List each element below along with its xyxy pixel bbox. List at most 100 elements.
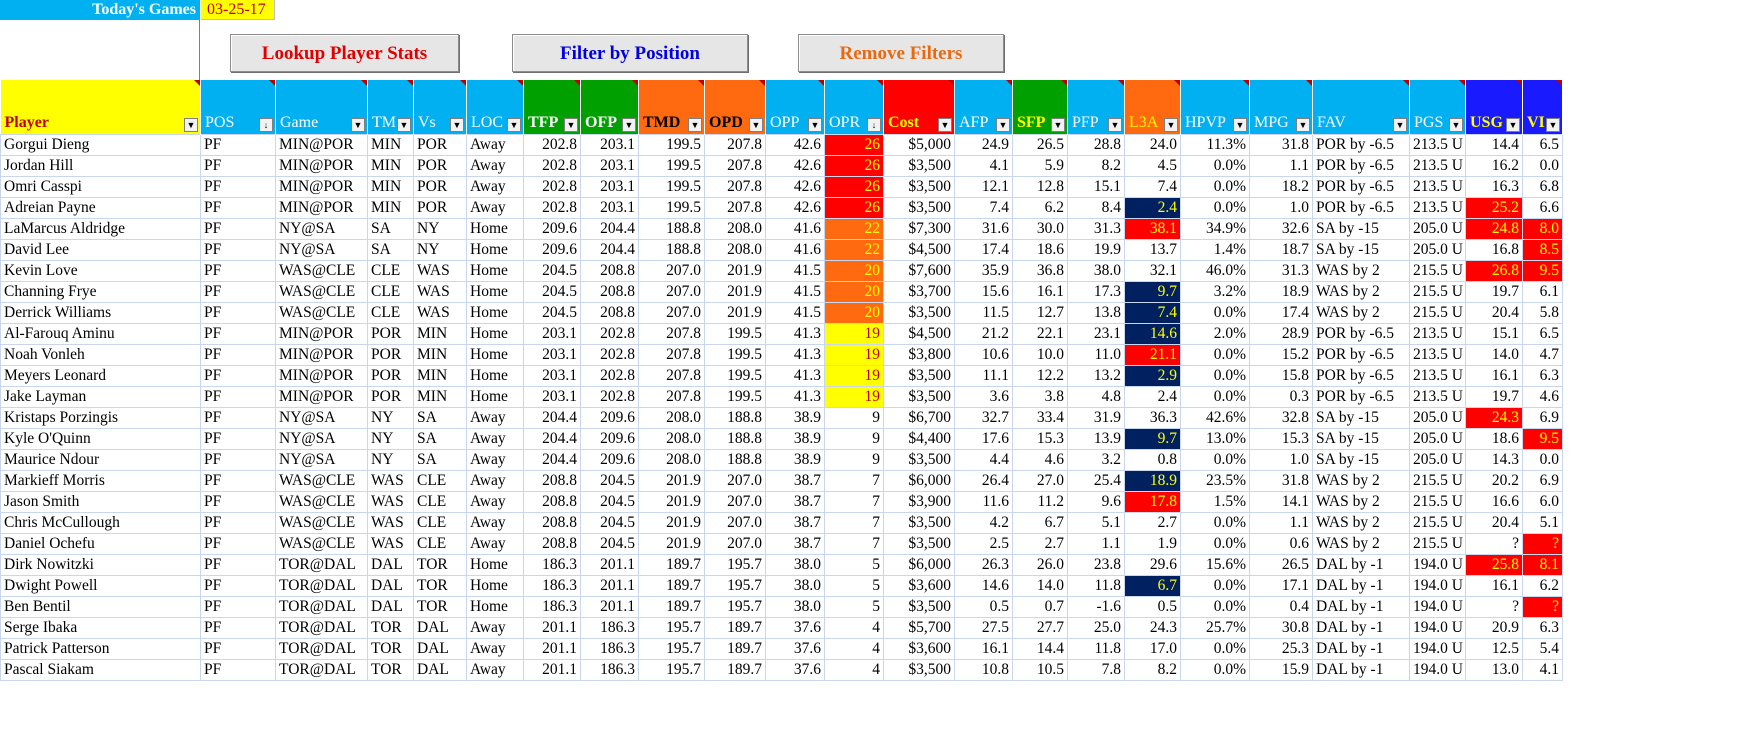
cell-player[interactable]: Chris McCullough [0,511,201,534]
cell-ofp[interactable]: 186.3 [580,658,639,681]
cell-pos[interactable]: PF [200,259,276,282]
cell-opr[interactable]: 26 [824,133,884,156]
cell-pgs[interactable]: 215.5 U [1409,511,1466,534]
cell-hpvp[interactable]: 0.0% [1180,658,1250,681]
cell-vi[interactable]: 9.5 [1522,259,1563,282]
cell-game[interactable]: WAS@CLE [275,280,368,303]
cell-game[interactable]: TOR@DAL [275,553,368,576]
cell-mpg[interactable]: 1.1 [1249,511,1313,534]
cell-pgs[interactable]: 213.5 U [1409,196,1466,219]
filter-dropdown-icon[interactable]: ▼ [1051,117,1065,132]
cell-opr[interactable]: 22 [824,217,884,240]
filter-dropdown-icon[interactable]: ▼ [1296,117,1310,132]
cell-pgs[interactable]: 213.5 U [1409,385,1466,408]
cell-loc[interactable]: Away [466,196,524,219]
cell-opr[interactable]: 20 [824,259,884,282]
cell-opp[interactable]: 37.6 [765,616,825,639]
cell-opd[interactable]: 195.7 [704,553,766,576]
cell-loc[interactable]: Home [466,301,524,324]
cell-tmd[interactable]: 188.8 [638,217,705,240]
cell-tfp[interactable]: 208.8 [523,490,581,513]
cell-mpg[interactable]: 31.8 [1249,133,1313,156]
filter-dropdown-icon[interactable]: ▼ [1164,117,1178,132]
cell-usg[interactable]: 20.2 [1465,469,1523,492]
cell-mpg[interactable]: 28.9 [1249,322,1313,345]
cell-pfp[interactable]: 5.1 [1067,511,1125,534]
cell-l3a[interactable]: 6.7 [1124,574,1181,597]
cell-opp[interactable]: 38.7 [765,469,825,492]
cell-cost[interactable]: $3,500 [883,154,955,177]
cell-pfp[interactable]: 7.8 [1067,658,1125,681]
cell-tmd[interactable]: 201.9 [638,511,705,534]
cell-game[interactable]: MIN@POR [275,154,368,177]
cell-tm[interactable]: CLE [367,259,414,282]
cell-ofp[interactable]: 201.1 [580,574,639,597]
cell-pos[interactable]: PF [200,532,276,555]
cell-mpg[interactable]: 15.2 [1249,343,1313,366]
cell-pfp[interactable]: 11.8 [1067,574,1125,597]
cell-ofp[interactable]: 204.5 [580,469,639,492]
cell-vs[interactable]: WAS [413,280,467,303]
cell-mpg[interactable]: 1.0 [1249,448,1313,471]
column-header-afp[interactable]: AFP ▼ [954,80,1013,134]
cell-cost[interactable]: $3,500 [883,532,955,555]
cell-sfp[interactable]: 15.3 [1012,427,1068,450]
cell-loc[interactable]: Away [466,616,524,639]
filter-dropdown-icon[interactable]: ▼ [184,117,198,132]
cell-opr[interactable]: 4 [824,616,884,639]
cell-loc[interactable]: Home [466,217,524,240]
cell-sfp[interactable]: 14.0 [1012,574,1068,597]
cell-pfp[interactable]: 3.2 [1067,448,1125,471]
cell-cost[interactable]: $3,500 [883,595,955,618]
cell-tmd[interactable]: 201.9 [638,532,705,555]
cell-tm[interactable]: SA [367,217,414,240]
cell-loc[interactable]: Home [466,595,524,618]
cell-l3a[interactable]: 18.9 [1124,469,1181,492]
filter-dropdown-icon[interactable]: ▼ [397,117,411,132]
cell-vi[interactable]: 5.4 [1522,637,1563,660]
cell-tfp[interactable]: 204.4 [523,427,581,450]
cell-afp[interactable]: 11.6 [954,490,1013,513]
cell-player[interactable]: Noah Vonleh [0,343,201,366]
cell-player[interactable]: LaMarcus Aldridge [0,217,201,240]
cell-hpvp[interactable]: 0.0% [1180,385,1250,408]
cell-pfp[interactable]: 11.8 [1067,637,1125,660]
cell-afp[interactable]: 7.4 [954,196,1013,219]
cell-usg[interactable]: 15.1 [1465,322,1523,345]
cell-cost[interactable]: $3,600 [883,637,955,660]
cell-player[interactable]: Dwight Powell [0,574,201,597]
cell-opr[interactable]: 5 [824,553,884,576]
cell-opp[interactable]: 41.3 [765,364,825,387]
cell-tm[interactable]: POR [367,364,414,387]
cell-usg[interactable]: 16.1 [1465,574,1523,597]
cell-pgs[interactable]: 213.5 U [1409,154,1466,177]
cell-tfp[interactable]: 201.1 [523,616,581,639]
cell-player[interactable]: Patrick Patterson [0,637,201,660]
cell-fav[interactable]: WAS by 2 [1312,511,1410,534]
cell-hpvp[interactable]: 1.4% [1180,238,1250,261]
cell-game[interactable]: NY@SA [275,238,368,261]
cell-pfp[interactable]: 23.8 [1067,553,1125,576]
cell-pfp[interactable]: 28.8 [1067,133,1125,156]
cell-fav[interactable]: SA by -15 [1312,448,1410,471]
cell-opd[interactable]: 207.8 [704,175,766,198]
filter-dropdown-icon[interactable]: ▼ [1506,117,1520,132]
cell-mpg[interactable]: 0.4 [1249,595,1313,618]
cell-sfp[interactable]: 27.0 [1012,469,1068,492]
filter-dropdown-icon[interactable]: ▼ [938,117,952,132]
cell-game[interactable]: TOR@DAL [275,595,368,618]
column-header-pgs[interactable]: PGS ▼ [1409,80,1466,134]
column-header-opp[interactable]: OPP ▼ [765,80,825,134]
cell-opp[interactable]: 38.9 [765,406,825,429]
cell-opr[interactable]: 5 [824,595,884,618]
cell-player[interactable]: Dirk Nowitzki [0,553,201,576]
cell-opp[interactable]: 38.7 [765,490,825,513]
cell-l3a[interactable]: 7.4 [1124,175,1181,198]
cell-afp[interactable]: 17.4 [954,238,1013,261]
cell-ofp[interactable]: 209.6 [580,406,639,429]
cell-opd[interactable]: 207.0 [704,490,766,513]
cell-mpg[interactable]: 17.1 [1249,574,1313,597]
cell-pos[interactable]: PF [200,364,276,387]
cell-opp[interactable]: 41.3 [765,343,825,366]
cell-tfp[interactable]: 202.8 [523,154,581,177]
